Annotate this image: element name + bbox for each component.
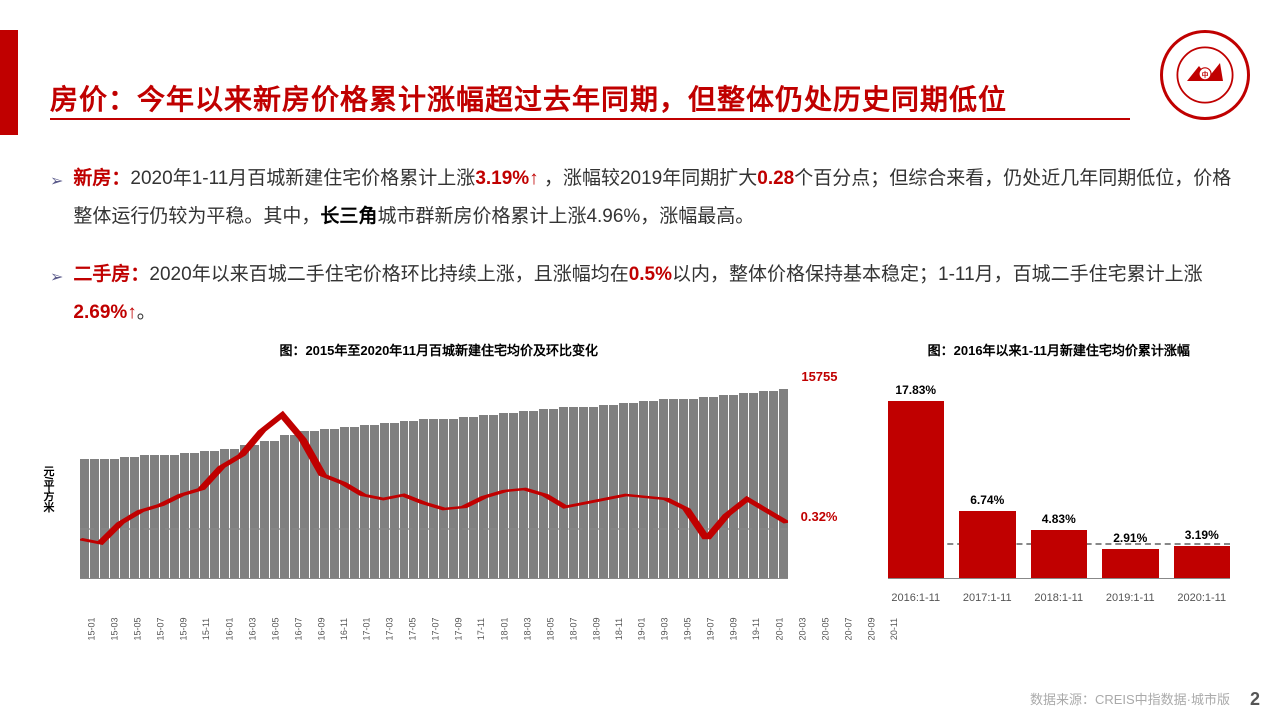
bullet-arrow-icon: ➢ bbox=[50, 160, 63, 236]
page-number: 2 bbox=[1250, 689, 1260, 710]
bullet-label: 二手房： bbox=[73, 264, 149, 285]
annot-pct: 0.32% bbox=[801, 509, 838, 524]
cumulative-bar-chart: 图：2016年以来1-11月新建住宅均价累计涨幅 17.83%6.74%4.83… bbox=[878, 340, 1241, 680]
y-axis-label: 元/平方米 bbox=[40, 465, 56, 512]
logo-badge: 中 bbox=[1160, 30, 1250, 120]
body-content: ➢ 新房：2020年1-11月百城新建住宅价格累计上涨3.19%↑ ，涨幅较20… bbox=[50, 160, 1240, 352]
accent-bar bbox=[0, 30, 18, 135]
page-title: 房价：今年以来新房价格累计涨幅超过去年同期，但整体仍处历史同期低位 bbox=[50, 78, 1007, 118]
combo-chart: 图：2015年至2020年11月百城新建住宅均价及环比变化 元/平方米 15-0… bbox=[40, 340, 838, 680]
logo-icon: 中 bbox=[1175, 45, 1235, 105]
data-source: 数据来源：CREIS中指数据·城市版 bbox=[1030, 689, 1230, 708]
bullet-new-house: ➢ 新房：2020年1-11月百城新建住宅价格累计上涨3.19%↑ ，涨幅较20… bbox=[50, 160, 1240, 236]
title-underline bbox=[50, 118, 1130, 120]
chart1-title: 图：2015年至2020年11月百城新建住宅均价及环比变化 bbox=[40, 340, 838, 359]
chart2-bars: 17.83%6.74%4.83%2.91%3.19% bbox=[888, 379, 1231, 579]
bullet-label: 新房： bbox=[73, 168, 130, 189]
chart2-x-labels: 2016:1-112017:1-112018:1-112019:1-112020… bbox=[888, 592, 1231, 604]
chart1-x-labels: 15-0115-0315-0515-0715-0915-1116-0116-03… bbox=[80, 609, 788, 619]
bullet-arrow-icon: ➢ bbox=[50, 256, 63, 332]
chart1-bars bbox=[80, 379, 788, 579]
chart2-title: 图：2016年以来1-11月新建住宅均价累计涨幅 bbox=[878, 340, 1241, 359]
annot-price: 15755 bbox=[801, 369, 837, 384]
bullet-second-hand: ➢ 二手房：2020年以来百城二手住宅价格环比持续上涨，且涨幅均在0.5%以内，… bbox=[50, 256, 1240, 332]
